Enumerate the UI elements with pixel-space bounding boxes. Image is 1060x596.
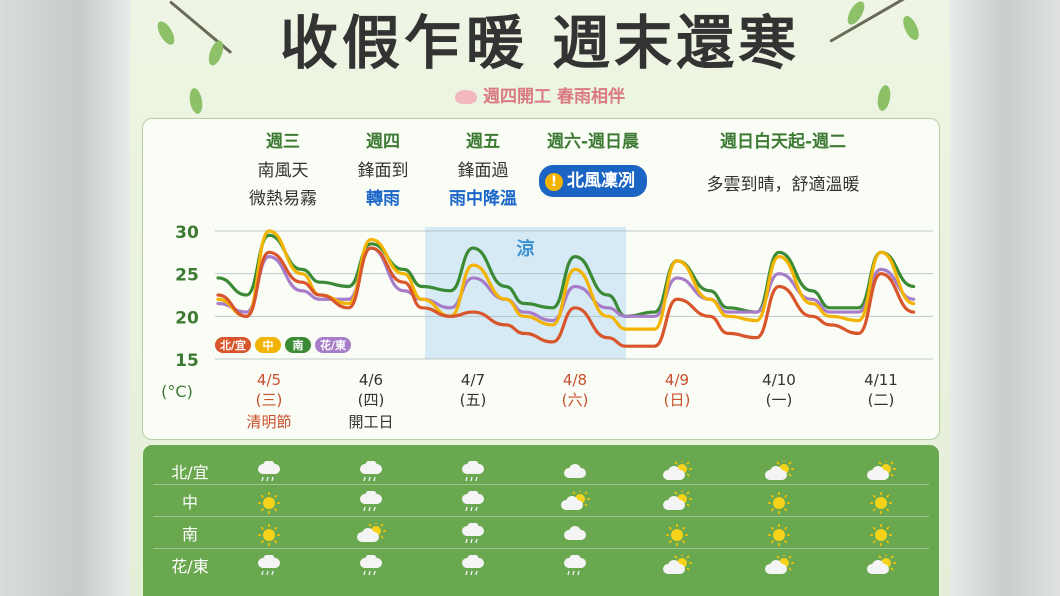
cloud-icon [560, 461, 590, 483]
background-left [0, 0, 130, 596]
x-tick-label: 4/6 [359, 371, 383, 389]
series-line-0 [216, 246, 916, 348]
row-separator [153, 548, 929, 549]
sun-cloud-icon [356, 521, 386, 545]
period-description: 南風天 微熱易霧 [249, 161, 317, 209]
legend-swatch [285, 337, 311, 353]
x-tick-label: 4/8 [563, 371, 587, 389]
forecast-poster: 收假乍暖 週末還寒 週四開工 春雨相伴 週三 週四 週五 週六-週日晨 週日白天… [130, 0, 950, 596]
cloud-rain-icon [458, 490, 488, 513]
sun-icon [866, 491, 896, 514]
period-label: 週三 [266, 132, 300, 152]
x-weekday-label: (日) [664, 391, 691, 409]
x-weekday-label: (一) [766, 391, 793, 409]
x-tick-label: 4/7 [461, 371, 485, 389]
cloud-rain-icon [458, 460, 488, 483]
x-weekday-label: (五) [460, 391, 487, 409]
page-title: 收假乍暖 週末還寒 [279, 9, 801, 77]
sun-cloud-icon [560, 489, 590, 513]
legend-label: 中 [263, 338, 274, 352]
row-separator [153, 516, 929, 517]
sun-cloud-icon [662, 489, 692, 513]
legend-swatch [315, 337, 351, 353]
period-label: 週六-週日晨 [546, 132, 640, 152]
cloud-rain-icon [356, 490, 386, 513]
legend-label: 北/宜 [220, 338, 246, 352]
series-line-2 [216, 233, 916, 318]
north-wind-badge: ! 北風凜冽 [539, 165, 647, 197]
y-tick-label: 30 [175, 223, 199, 243]
temperature-chart: 涼 30 25 20 15 (°C) 北/宜 中 南 花/東 4/5 (三) 清明節 4/6 (四) 開工日 4… [161, 223, 933, 431]
cloud-rain-icon [254, 460, 284, 483]
x-tick-label: 4/10 [762, 371, 796, 389]
x-weekday-label: (六) [562, 391, 589, 409]
x-weekday-label: (四) [358, 391, 385, 409]
period-label: 週四 [366, 132, 400, 152]
sun-icon [254, 523, 284, 546]
x-weekday-label: (三) [256, 391, 283, 409]
sun-icon [866, 523, 896, 546]
weather-table: 北/宜中南花/東 [142, 444, 940, 596]
legend-swatch [215, 337, 251, 353]
flower-icon [455, 90, 478, 104]
cloud-rain-icon [356, 554, 386, 577]
period-label: 週五 [466, 132, 500, 152]
sun-cloud-icon [764, 459, 794, 483]
cool-band-label: 涼 [517, 238, 535, 260]
warning-icon: ! [545, 173, 563, 191]
sun-icon [662, 523, 692, 546]
x-weekday-label: (二) [868, 391, 895, 409]
cloud-rain-icon [356, 460, 386, 483]
period-description: 多雲到晴，舒適溫暖 [706, 175, 860, 195]
sun-cloud-icon [866, 553, 896, 577]
cloud-rain-icon [458, 522, 488, 545]
period-description: 鋒面過 雨中降溫 [449, 161, 517, 209]
background-right [950, 0, 1060, 596]
y-tick-label: 25 [175, 266, 199, 286]
x-tick-label: 4/11 [864, 371, 898, 389]
x-note-label: 開工日 [348, 413, 393, 431]
y-tick-label: 20 [175, 308, 199, 328]
cloud-icon [560, 523, 590, 545]
legend-label: 花/東 [320, 338, 347, 352]
period-description: 鋒面到 轉雨 [357, 161, 409, 209]
cloud-rain-icon [458, 554, 488, 577]
legend-label: 南 [293, 338, 304, 352]
sun-cloud-icon [764, 553, 794, 577]
sun-cloud-icon [866, 459, 896, 483]
page-subtitle: 週四開工 春雨相伴 [130, 82, 950, 107]
region-label: 花/東 [171, 557, 209, 576]
x-tick-label: 4/9 [665, 371, 689, 389]
sun-icon [764, 491, 794, 514]
x-note-label: 清明節 [246, 413, 291, 431]
y-tick-label: 15 [175, 351, 199, 371]
region-label: 中 [181, 493, 198, 512]
region-label: 北/宜 [171, 463, 209, 482]
region-label: 南 [181, 525, 198, 544]
cloud-rain-icon [254, 554, 284, 577]
temperature-panel: 週三 週四 週五 週六-週日晨 週日白天起-週二 南風天 微熱易霧 鋒面到 轉雨 鋒… [142, 118, 940, 440]
sun-cloud-icon [662, 459, 692, 483]
sun-icon [254, 491, 284, 514]
y-axis-label: (°C) [161, 382, 193, 401]
sun-cloud-icon [662, 553, 692, 577]
sun-icon [764, 523, 794, 546]
cloud-rain-icon [560, 554, 590, 577]
period-label: 週日白天起-週二 [719, 132, 847, 152]
legend-swatch [255, 337, 281, 353]
x-tick-label: 4/5 [257, 371, 281, 389]
row-separator [153, 484, 929, 485]
period-description: ! 北風凜冽 [513, 165, 673, 197]
